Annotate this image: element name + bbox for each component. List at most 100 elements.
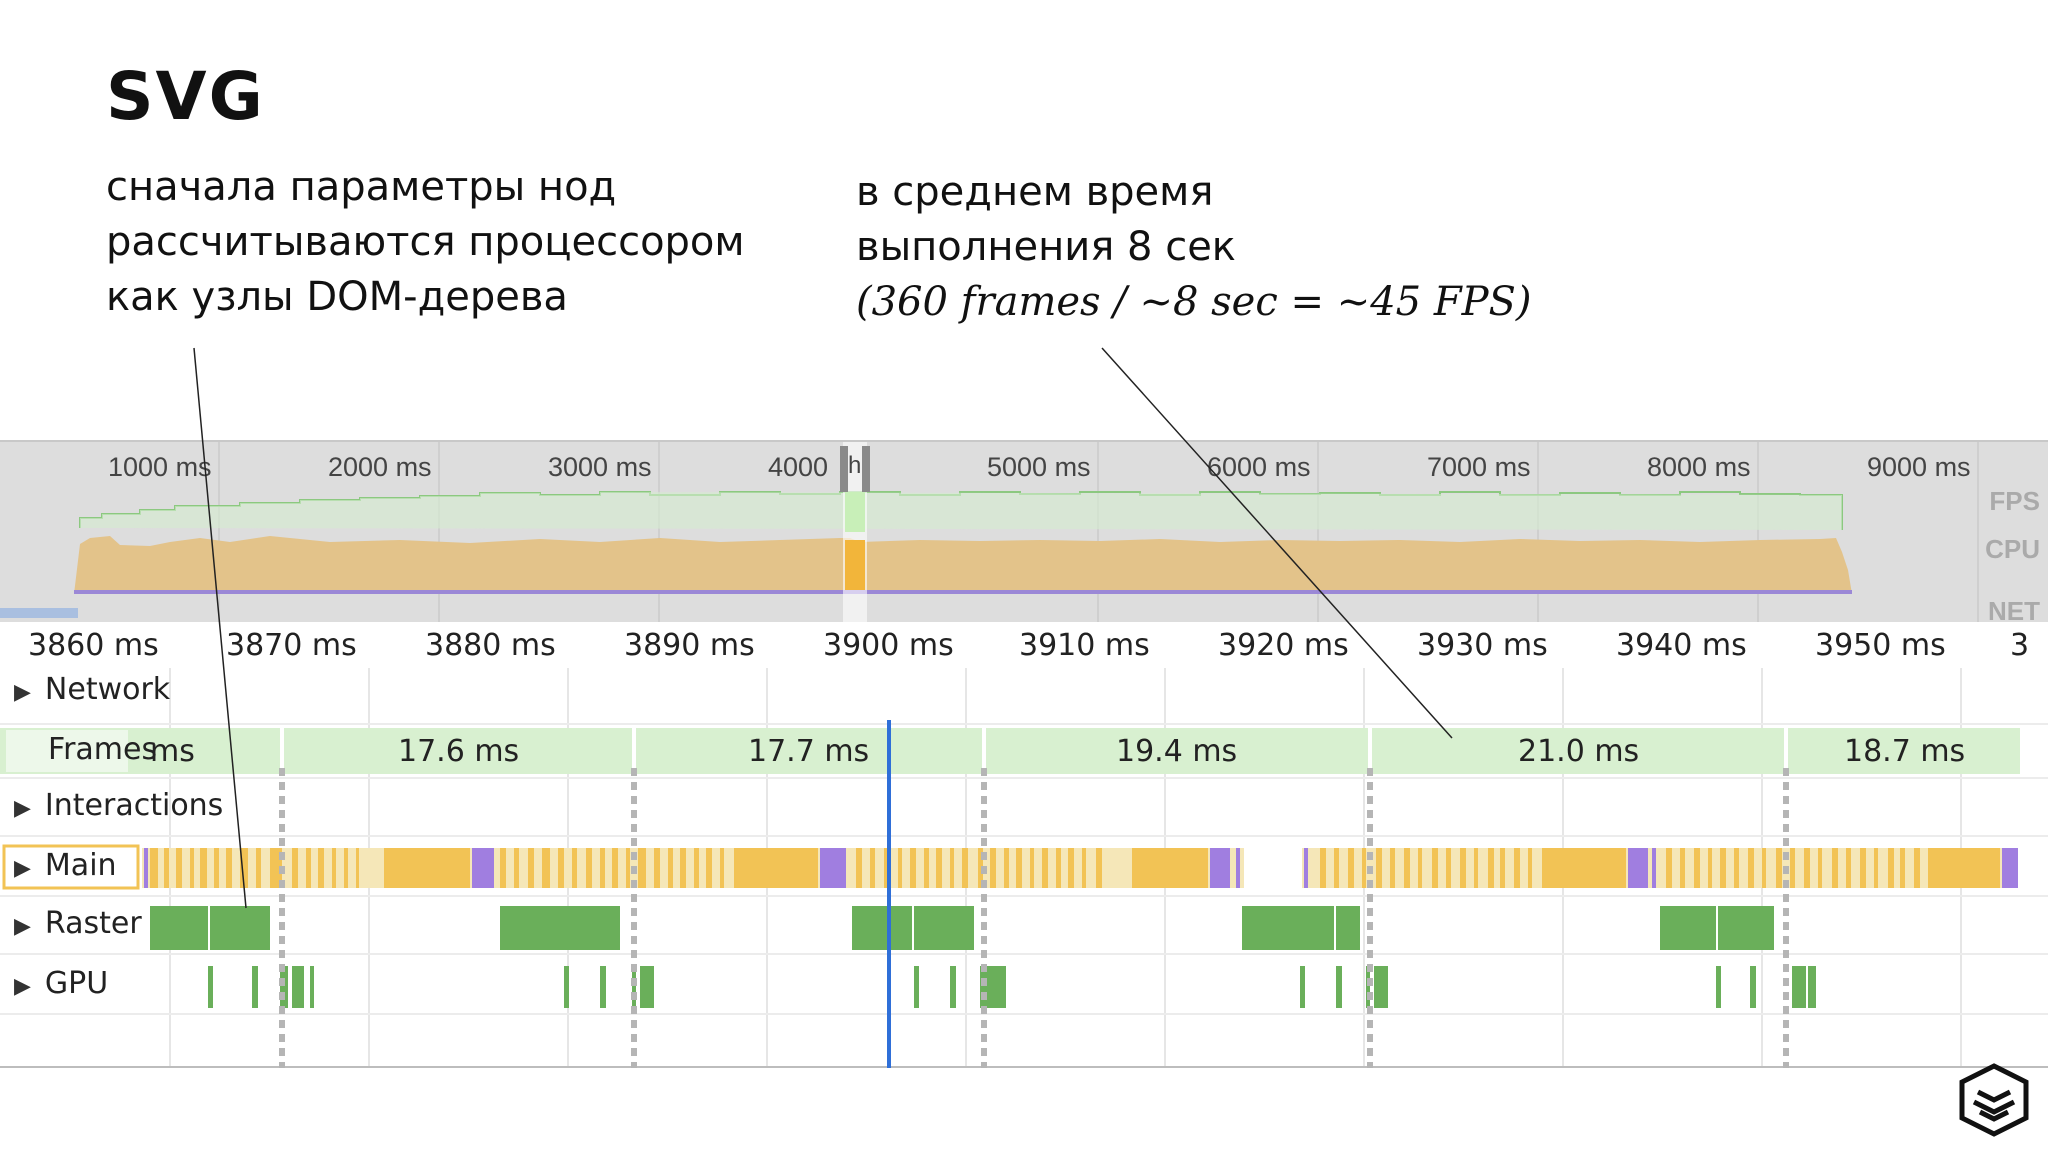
track-network-label: Network	[44, 672, 171, 707]
overview-grid-line	[1537, 442, 1539, 624]
ruler-tick: 3920 ms	[1218, 628, 1349, 663]
raster-block	[914, 906, 974, 950]
cpu-area	[74, 536, 1852, 594]
raster-row	[150, 906, 1774, 950]
net-bar	[0, 608, 78, 618]
raster-block	[1718, 906, 1774, 950]
main-idle-bar	[1304, 848, 1308, 888]
caption-left-line-1: сначала параметры нод	[106, 164, 617, 210]
gpu-block	[1336, 966, 1342, 1008]
ruler-tick: 3880 ms	[425, 628, 556, 663]
ruler-tick: 3930 ms	[1417, 628, 1548, 663]
caption-right: в среднем время выполнения 8 сек (360 fr…	[856, 165, 1532, 330]
scripting-blocks	[150, 848, 2000, 888]
gpu-row	[208, 966, 1816, 1008]
ruler-tick: 3860 ms	[28, 628, 159, 663]
frame-duration: 17.6 ms	[398, 734, 520, 769]
main-idle-gap	[1244, 848, 1302, 888]
frame-duration: ms	[150, 734, 195, 769]
raster-block	[500, 906, 620, 950]
timeline-overview[interactable]: 1000 ms 2000 ms 3000 ms 4000 h 5000 ms 6…	[0, 440, 2048, 626]
main-label-box	[2, 844, 140, 890]
overview-tick: 3000 ms	[548, 452, 652, 482]
caption-right-line-1: в среднем время	[856, 169, 1214, 215]
raster-block	[1242, 906, 1334, 950]
track-raster[interactable]: ▶ Raster	[14, 906, 142, 941]
caption-right-fps: (360 frames / ~8 sec = ~45 FPS)	[856, 279, 1532, 325]
gpu-block	[280, 966, 288, 1008]
gpu-block	[640, 966, 654, 1008]
row-separators	[0, 723, 2048, 1015]
expand-arrow-icon[interactable]: ▶	[14, 856, 31, 881]
ruler-tick: 3890 ms	[624, 628, 755, 663]
gpu-block	[292, 966, 304, 1008]
frame-bar	[1788, 728, 2020, 774]
timeline-tracks[interactable]: ms 17.6 ms 17.7 ms 19.4 ms 21.0 ms 18.7 …	[0, 668, 2048, 1068]
brand-logo-icon	[1959, 1063, 2029, 1137]
track-main-label: Main	[44, 848, 117, 883]
overview-grid-line	[1097, 442, 1099, 624]
gpu-block	[600, 966, 606, 1008]
overview-tick: 8000 ms	[1647, 452, 1751, 482]
frame-duration: 21.0 ms	[1518, 734, 1640, 769]
ruler-tick: 3950 ms	[1815, 628, 1946, 663]
raster-block	[1660, 906, 1716, 950]
ruler-tick: 3870 ms	[226, 628, 357, 663]
frame-duration: 19.4 ms	[1116, 734, 1238, 769]
gpu-block	[1808, 966, 1816, 1008]
gpu-block	[252, 966, 258, 1008]
track-raster-label: Raster	[44, 906, 142, 941]
overview-tick: 9000 ms	[1867, 452, 1971, 482]
raster-block	[210, 906, 270, 950]
gpu-block	[1792, 966, 1806, 1008]
gpu-block	[632, 966, 636, 1008]
overview-grid-line	[1757, 442, 1759, 624]
raster-block	[1336, 906, 1360, 950]
track-network[interactable]: ▶ Network	[14, 672, 170, 707]
gpu-block	[1300, 966, 1305, 1008]
raster-block	[150, 906, 208, 950]
gpu-block	[1716, 966, 1721, 1008]
ruler-tick: 3940 ms	[1616, 628, 1747, 663]
expand-arrow-icon[interactable]: ▶	[14, 914, 31, 939]
fps-fill	[80, 492, 1842, 530]
gpu-block	[1366, 966, 1370, 1008]
tracks-graphics	[0, 668, 2048, 1068]
raster-block	[852, 906, 912, 950]
net-label: NET	[1988, 596, 2040, 626]
frames-label-box	[6, 730, 128, 772]
rendering-blocks	[144, 848, 2018, 888]
track-interactions[interactable]: ▶ Interactions	[14, 788, 223, 823]
main-row	[2, 844, 2018, 890]
ruler-tick: 3910 ms	[1019, 628, 1150, 663]
expand-arrow-icon[interactable]: ▶	[14, 680, 31, 705]
ruler-tick: 3900 ms	[823, 628, 954, 663]
expand-arrow-icon[interactable]: ▶	[14, 796, 31, 821]
frame-bar	[636, 728, 982, 774]
gpu-block	[980, 966, 1006, 1008]
track-frames[interactable]: Frames	[48, 732, 157, 767]
gpu-block	[564, 966, 569, 1008]
selection-cpu	[845, 540, 865, 590]
caption-left-line-3: как узлы DOM-дерева	[106, 274, 568, 320]
selection-fps	[845, 492, 865, 532]
overview-tick: 1000 ms	[108, 452, 212, 482]
frames-row	[0, 728, 2020, 774]
gpu-block	[1750, 966, 1756, 1008]
overview-tick: 4000	[768, 452, 829, 482]
gpu-block	[950, 966, 956, 1008]
slide-title: SVG	[106, 58, 265, 135]
gpu-block	[310, 966, 314, 1008]
overview-grid-line	[658, 442, 660, 624]
frame-bar	[284, 728, 632, 774]
cpu-baseline	[74, 590, 1852, 594]
fps-label: FPS	[1989, 486, 2040, 516]
selection-handle-left	[840, 446, 848, 492]
track-gpu-label: GPU	[44, 966, 109, 1001]
caption-right-line-2: выполнения 8 сек	[856, 224, 1236, 270]
track-gpu[interactable]: ▶ GPU	[14, 966, 108, 1001]
track-main[interactable]: ▶ Main	[14, 848, 117, 883]
gpu-block	[1374, 966, 1388, 1008]
overview-tick: 7000 ms	[1427, 452, 1531, 482]
expand-arrow-icon[interactable]: ▶	[14, 974, 31, 999]
